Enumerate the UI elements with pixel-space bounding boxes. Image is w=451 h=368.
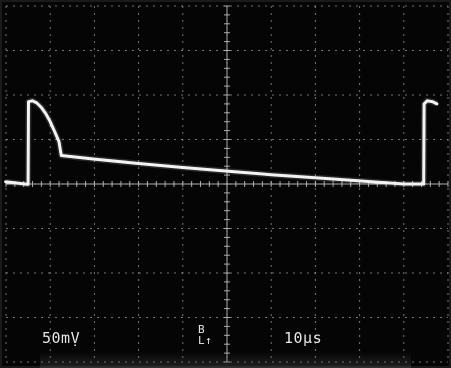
graticule xyxy=(5,5,449,363)
volts-per-div-readout: 50mṾ xyxy=(42,329,81,347)
time-per-div-readout: 10μs xyxy=(284,329,323,347)
channel-coupling-indicator: B L↑ xyxy=(198,324,212,346)
waveform-glow xyxy=(5,97,439,188)
waveform-line xyxy=(4,99,439,186)
waveform-trace xyxy=(4,97,439,188)
coupling-label: B L↑ xyxy=(198,323,213,347)
